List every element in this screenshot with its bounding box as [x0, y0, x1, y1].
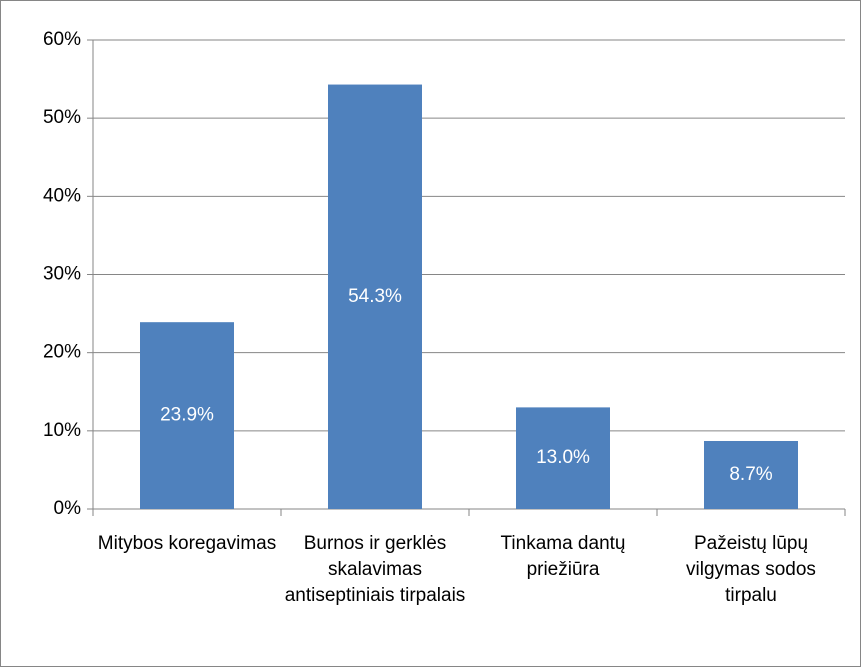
- value-label: 13.0%: [536, 447, 590, 468]
- bar: [704, 440, 798, 509]
- bar: [328, 84, 422, 510]
- y-tick-label: 10%: [43, 420, 81, 441]
- value-label: 23.9%: [160, 405, 214, 426]
- x-tick-label: Tinkama dantų priežiūra: [500, 533, 626, 580]
- bar: [516, 407, 610, 509]
- y-tick-label: 50%: [43, 107, 81, 128]
- x-tick-label: Mitybos koregavimas: [97, 533, 277, 554]
- x-tick-label: Pažeistų lūpų vilgymas sodos tirpalu: [686, 533, 816, 606]
- y-tick-label: 0%: [54, 498, 82, 519]
- y-tick-label: 30%: [43, 264, 81, 285]
- x-tick-label: Burnos ir gerklės skalavimas antiseptini…: [284, 533, 466, 606]
- value-label: 54.3%: [348, 286, 402, 307]
- y-tick-label: 60%: [43, 29, 81, 50]
- value-label: 8.7%: [729, 464, 772, 485]
- y-tick-label: 20%: [43, 342, 81, 363]
- y-tick-label: 40%: [43, 185, 81, 206]
- bar: [140, 322, 234, 509]
